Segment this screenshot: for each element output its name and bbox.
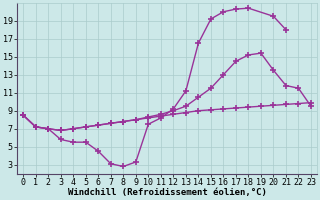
X-axis label: Windchill (Refroidissement éolien,°C): Windchill (Refroidissement éolien,°C) (68, 188, 267, 197)
